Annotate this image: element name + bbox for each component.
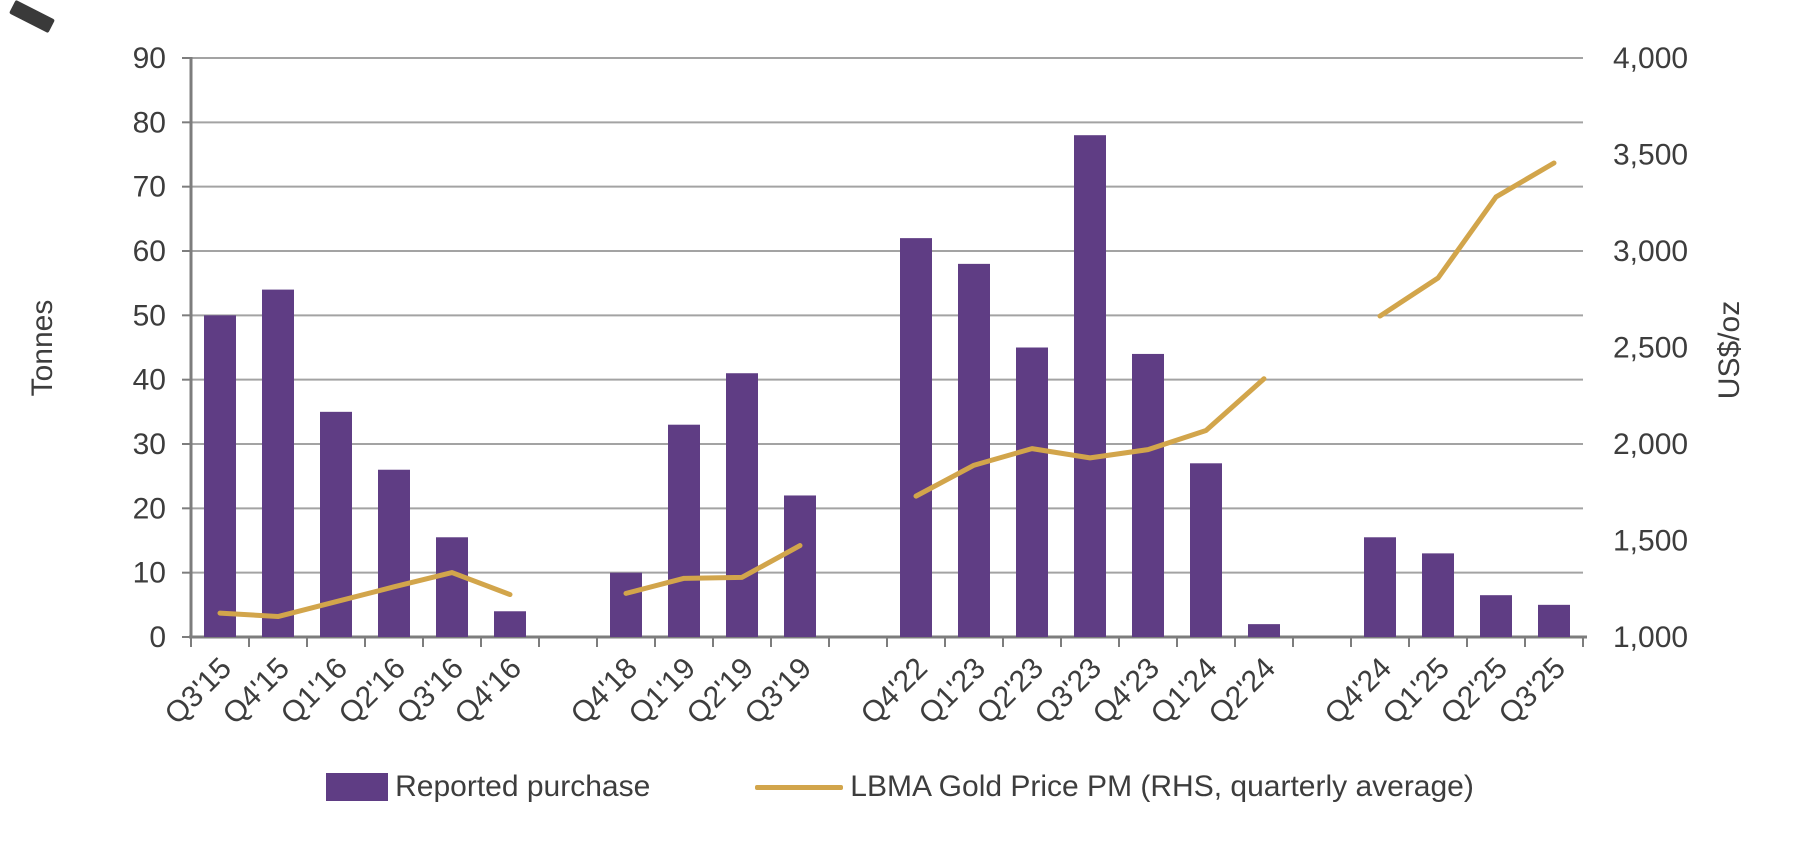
bar-Q2'19: [726, 373, 758, 637]
legend: Reported purchase LBMA Gold Price PM (RH…: [0, 770, 1800, 804]
right-axis-tick-label: 3,000: [1613, 235, 1688, 268]
x-axis-tick-label: Q3'15: [159, 652, 238, 731]
bar-Q1'19: [668, 424, 700, 637]
x-axis-tick-label: Q1'24: [1145, 652, 1224, 731]
x-axis-tick-label: Q3'19: [739, 652, 818, 731]
x-axis-tick-label: Q3'25: [1493, 652, 1572, 731]
right-axis-tick-label: 3,500: [1613, 139, 1688, 172]
bar-Q2'24: [1248, 624, 1280, 637]
x-axis-tick-label: Q1'25: [1377, 652, 1456, 731]
left-axis-title: Tonnes: [26, 300, 59, 397]
bar-Q1'24: [1190, 463, 1222, 637]
line-series-swatch: [755, 784, 844, 790]
left-axis-tick-label: 80: [133, 106, 166, 139]
x-axis-tick-label: Q3'23: [1029, 652, 1108, 731]
bar-Q4'24: [1364, 537, 1396, 637]
bar-Q3'25: [1538, 604, 1570, 637]
bar-Q3'23: [1074, 135, 1106, 637]
gold-price-line: [1377, 160, 1557, 319]
left-axis-tick-label: 60: [133, 235, 166, 268]
x-axis-tick-label: Q4'24: [1319, 652, 1398, 731]
right-axis-tick-label: 2,500: [1613, 332, 1688, 365]
bar-Q2'25: [1480, 595, 1512, 637]
x-axis-tick-label: Q4'16: [449, 652, 528, 731]
x-axis-tick-label: Q4'15: [217, 652, 296, 731]
left-axis-tick-label: 20: [133, 492, 166, 525]
gold-price-line: [913, 376, 1267, 499]
x-axis-tick-label: Q4'18: [565, 652, 644, 731]
x-axis-tick-label: Q2'25: [1435, 652, 1514, 731]
left-axis-tick-label: 0: [149, 621, 166, 654]
right-axis-tick-label: 1,000: [1613, 621, 1688, 654]
x-axis-tick-label: Q1'19: [623, 652, 702, 731]
right-axis-tick-label: 1,500: [1613, 525, 1688, 558]
bar-Q2'16: [378, 469, 410, 637]
right-axis-tick-label: 4,000: [1613, 42, 1688, 75]
bar-Q1'23: [958, 263, 990, 637]
x-axis-tick-label: Q1'16: [275, 652, 354, 731]
legend-item-gold-price: LBMA Gold Price PM (RHS, quarterly avera…: [755, 770, 1474, 804]
bar-Q4'16: [494, 611, 526, 637]
bar-Q2'23: [1016, 347, 1048, 637]
bar-Q4'15: [262, 289, 294, 637]
right-axis-title: US$/oz: [1713, 301, 1746, 399]
legend-label-gold-price: LBMA Gold Price PM (RHS, quarterly avera…: [850, 770, 1474, 803]
x-axis-tick-label: Q2'19: [681, 652, 760, 731]
bar-Q4'23: [1132, 353, 1164, 637]
left-axis-tick-label: 50: [133, 299, 166, 332]
bar-Q3'19: [784, 495, 816, 637]
gold-price-line: [623, 543, 803, 596]
legend-item-reported-purchase: Reported purchase: [326, 770, 650, 804]
bar-Q3'15: [204, 315, 236, 637]
x-axis-tick-label: Q2'16: [333, 652, 412, 731]
bar-Q3'16: [436, 537, 468, 637]
x-axis-tick-label: Q4'22: [855, 652, 934, 731]
bar-series-swatch: [326, 773, 389, 801]
right-axis-tick-label: 2,000: [1613, 428, 1688, 461]
x-axis-tick-label: Q1'23: [913, 652, 992, 731]
bar-Q1'25: [1422, 553, 1454, 637]
legend-label-reported-purchase: Reported purchase: [395, 770, 651, 803]
left-axis-tick-label: 40: [133, 364, 166, 397]
x-axis-tick-label: Q4'23: [1087, 652, 1166, 731]
gold-price-line: [217, 570, 513, 620]
x-axis-tick-label: Q2'24: [1203, 652, 1282, 731]
bar-Q4'22: [900, 238, 932, 637]
left-axis-tick-label: 30: [133, 428, 166, 461]
left-axis-tick-label: 90: [133, 42, 166, 75]
x-axis-tick-label: Q2'23: [971, 652, 1050, 731]
x-axis-tick-label: Q3'16: [391, 652, 470, 731]
bar-Q4'18: [610, 572, 642, 637]
left-axis-tick-label: 10: [133, 557, 166, 590]
left-axis-tick-label: 70: [133, 171, 166, 204]
